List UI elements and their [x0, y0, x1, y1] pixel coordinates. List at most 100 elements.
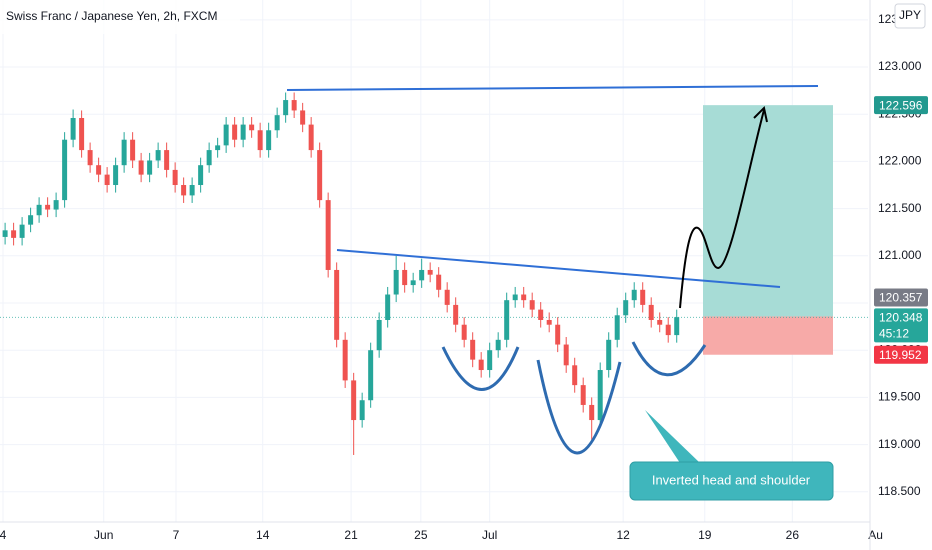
candle-body — [300, 110, 306, 125]
candle-body — [376, 319, 382, 351]
currency-button[interactable]: JPY — [894, 3, 926, 29]
resistance-line — [286, 85, 819, 91]
candle-body — [631, 289, 637, 301]
x-tick-label: 7 — [173, 528, 180, 542]
x-tick-label: 14 — [256, 528, 270, 542]
chart-title: Swiss Franc / Japanese Yen, 2h, FXCM — [6, 9, 217, 23]
x-tick-label: 19 — [698, 528, 712, 542]
candle-body — [36, 204, 42, 216]
candle-body — [215, 145, 221, 151]
head — [536, 359, 622, 455]
candle-body — [19, 224, 25, 238]
drawings — [286, 85, 834, 501]
candle-body — [436, 274, 442, 290]
candle-body — [274, 115, 280, 131]
candle-body — [164, 150, 170, 170]
candle-body — [453, 304, 459, 325]
price-badge — [874, 288, 928, 307]
candle-body — [648, 304, 654, 320]
candle-body — [555, 324, 561, 345]
candle-body — [96, 165, 102, 175]
y-tick-label: 123.000 — [878, 59, 922, 73]
candle-body — [334, 269, 340, 340]
candle-body — [657, 319, 663, 325]
price-badge-label: 120.348 — [879, 311, 923, 325]
candle-body — [504, 300, 510, 340]
candles-layer — [2, 92, 680, 455]
candle-body — [53, 200, 59, 210]
x-tick-label: Jun — [94, 528, 113, 542]
x-tick-label: 12 — [616, 528, 630, 542]
candle-body — [121, 139, 127, 166]
candle-body — [206, 150, 212, 166]
callout-pointer — [645, 410, 700, 463]
x-tick-label: 21 — [344, 528, 358, 542]
candle-body — [461, 324, 467, 340]
candle-body — [674, 317, 680, 336]
projection-arrow — [679, 109, 765, 309]
candle-body — [402, 269, 408, 286]
candle-body — [512, 294, 518, 301]
candle-body — [283, 100, 289, 116]
candle-body — [240, 124, 246, 140]
candle-body — [198, 165, 204, 186]
candle-body — [427, 269, 433, 275]
y-tick-label: 118.500 — [878, 484, 921, 498]
currency-button-frame[interactable] — [894, 3, 926, 29]
loss-zone — [703, 316, 833, 355]
candle-body — [266, 130, 272, 151]
candle-body — [104, 174, 110, 186]
candle-body — [172, 169, 178, 186]
candle-body — [138, 160, 144, 175]
candle-body — [249, 124, 255, 131]
candle-body — [155, 150, 161, 161]
candle-body — [79, 117, 85, 151]
candle-body — [410, 280, 416, 286]
candle-body — [308, 124, 314, 151]
candle-body — [189, 185, 195, 196]
candle-body — [393, 269, 399, 295]
profit-zone — [703, 105, 833, 317]
candle-body — [223, 124, 229, 146]
candle-body — [419, 269, 425, 281]
price-badge — [874, 96, 928, 115]
candle-body — [495, 339, 501, 351]
candle-body — [113, 165, 119, 186]
candle-body — [147, 160, 153, 175]
currency-button-label[interactable]: JPY — [899, 8, 921, 22]
candle-body — [640, 289, 646, 305]
candle-body — [87, 150, 93, 166]
x-tick-label: 4 — [0, 528, 7, 542]
candle-body — [181, 185, 187, 196]
x-tick-label: 25 — [414, 528, 428, 542]
x-tick-label: Jul — [482, 528, 497, 542]
price-badge — [874, 345, 928, 364]
y-tick-label: 119.500 — [878, 390, 921, 404]
candle-body — [478, 359, 484, 371]
candle-body — [538, 309, 544, 320]
candle-body — [130, 139, 136, 161]
y-tick-label: 121.000 — [878, 248, 922, 262]
candle-body — [521, 294, 527, 301]
candle-body — [580, 385, 586, 405]
candle-body — [325, 200, 331, 270]
arrow-head — [753, 105, 768, 123]
callout-box — [629, 461, 834, 501]
candle-body — [614, 315, 620, 340]
y-tick-label: 122.000 — [878, 154, 922, 168]
candle-body — [385, 294, 391, 320]
candle-body — [529, 300, 535, 310]
candle-body — [589, 404, 595, 421]
neckline — [336, 249, 781, 288]
candle-body — [470, 339, 476, 360]
candle-body — [317, 150, 323, 201]
y-tick-label: 119.000 — [878, 437, 921, 451]
price-badge-label: 120.357 — [879, 291, 923, 305]
candle-body — [623, 300, 629, 316]
candle-body — [563, 344, 569, 366]
candle-body — [597, 370, 603, 421]
candle-body — [342, 339, 348, 381]
